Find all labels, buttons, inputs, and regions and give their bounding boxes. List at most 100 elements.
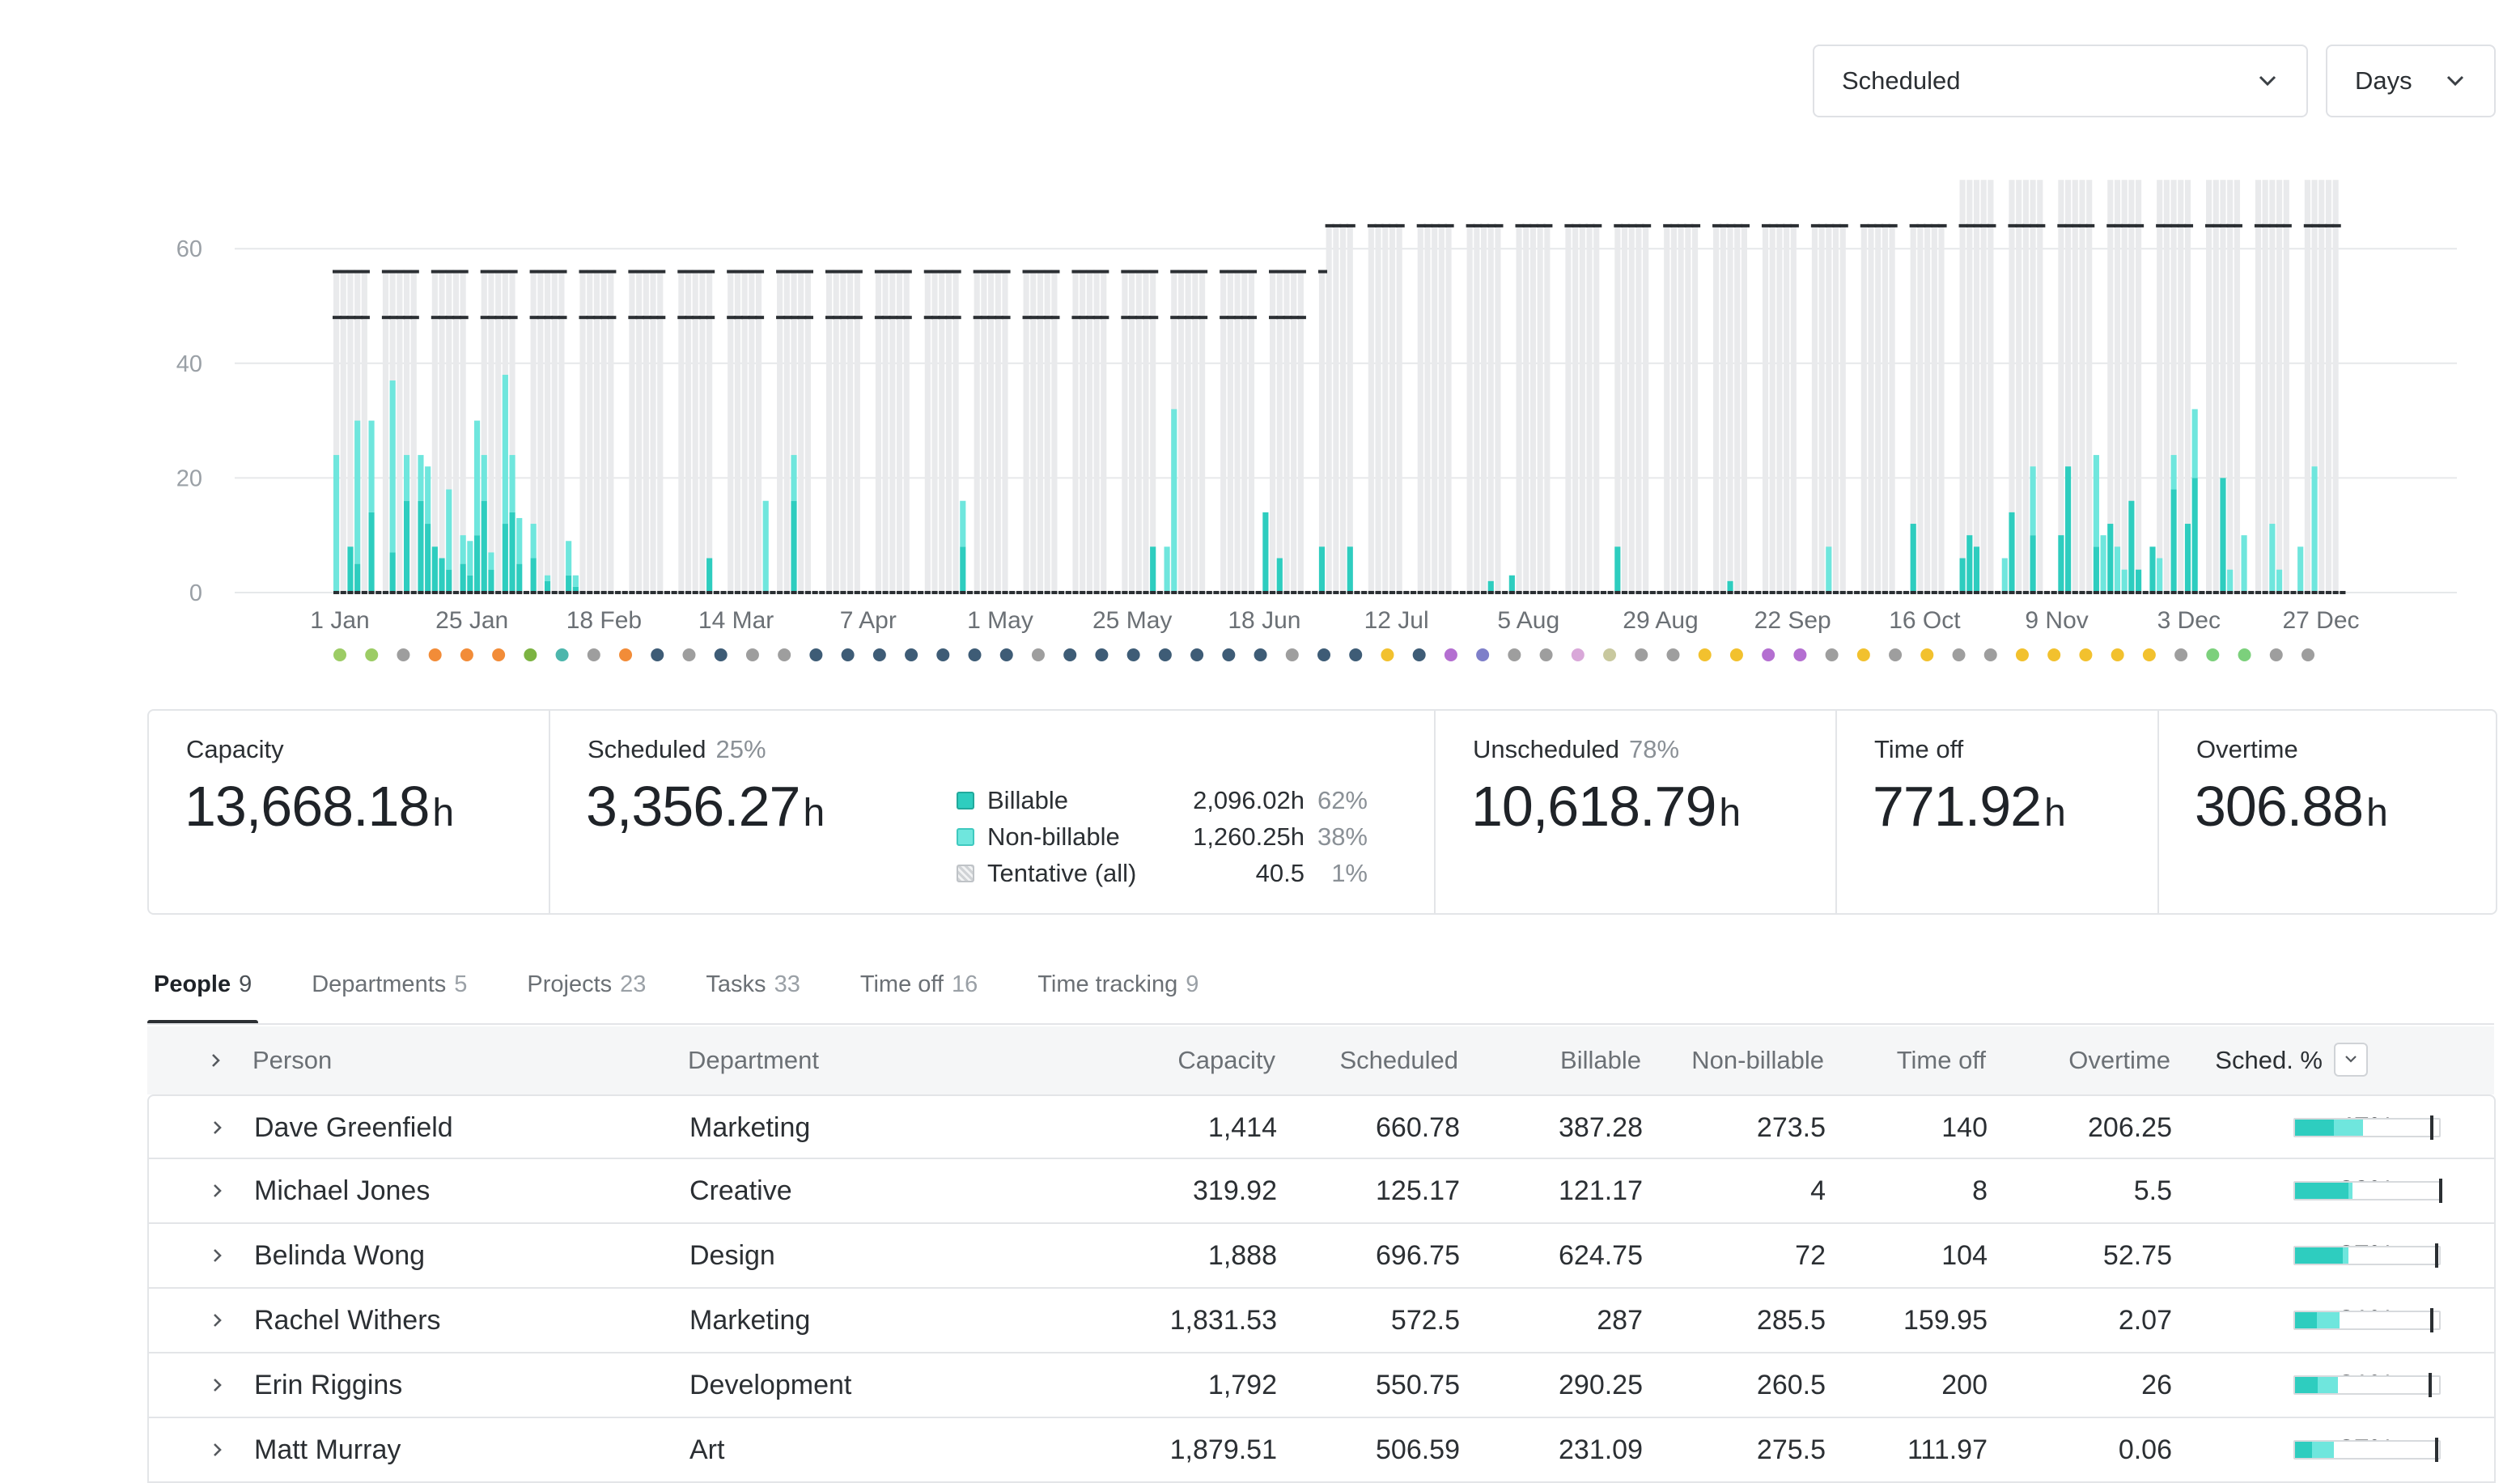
- table-row[interactable]: Michael Jones Creative 319.92 125.17 121.17 4…: [147, 1159, 2496, 1224]
- cell-person[interactable]: Belinda Wong: [254, 1240, 426, 1271]
- non-billable-fill: [2348, 1183, 2353, 1199]
- tab-people[interactable]: People 9: [147, 960, 259, 1025]
- zero-marker: [1459, 591, 1466, 594]
- chevron-right-icon[interactable]: [206, 1438, 230, 1462]
- cell-person[interactable]: Michael Jones: [254, 1175, 431, 1206]
- header-scheduled[interactable]: Scheduled: [1339, 1046, 1458, 1074]
- capacity-marker: [980, 316, 990, 320]
- timeline-dot: [2238, 648, 2251, 661]
- capacity-marker: [494, 270, 504, 274]
- zero-marker: [713, 591, 719, 594]
- header-capacity[interactable]: Capacity: [1177, 1046, 1275, 1074]
- zero-marker: [1318, 591, 1326, 594]
- tab-time-off[interactable]: Time off 16: [859, 971, 978, 997]
- header-sched-pct[interactable]: Sched. %: [2215, 1046, 2323, 1074]
- timeline-dot: [2047, 648, 2061, 661]
- capacity-marker: [543, 270, 554, 274]
- non-billable-bar: [2100, 535, 2106, 593]
- cell-person[interactable]: Matt Murray: [254, 1434, 401, 1465]
- zero-marker: [2248, 591, 2255, 594]
- table-row[interactable]: Matt Murray Art 1,879.51 506.59 231.09 275.5 1…: [147, 1418, 2496, 1483]
- capacity-bar: [1769, 225, 1775, 593]
- zero-marker: [1333, 591, 1339, 594]
- zero-marker: [1382, 591, 1389, 594]
- capacity-marker: [431, 270, 440, 274]
- header-person[interactable]: Person: [252, 1046, 333, 1074]
- zero-marker: [1340, 591, 1347, 594]
- capacity-marker: [537, 270, 546, 274]
- header-non-billable[interactable]: Non-billable: [1691, 1046, 1824, 1074]
- chevron-right-icon[interactable]: [206, 1373, 230, 1397]
- timeline-dot: [1476, 648, 1490, 661]
- zero-marker: [1508, 591, 1515, 594]
- cell-person[interactable]: Rachel Withers: [254, 1305, 441, 1336]
- expand-all-icon[interactable]: [204, 1048, 228, 1073]
- capacity-bar: [1910, 225, 1916, 593]
- table-row[interactable]: Erin Riggins Development 1,792 550.75 290.25…: [147, 1353, 2496, 1418]
- tabs-divider: [147, 1023, 2494, 1025]
- sort-dropdown-button[interactable]: [2334, 1043, 2368, 1077]
- x-tick-label: 22 Sep: [1754, 607, 1831, 634]
- tab-departments[interactable]: Departments 5: [312, 971, 468, 997]
- table-row[interactable]: Belinda Wong Design 1,888 696.75 624.75 72 104…: [147, 1224, 2496, 1289]
- capacity-bar: [397, 271, 403, 593]
- table-row[interactable]: Rachel Withers Marketing 1,831.53 572.5 287 2…: [147, 1289, 2496, 1353]
- zero-marker: [1572, 591, 1579, 594]
- billable-bar: [2220, 478, 2226, 593]
- chevron-right-icon[interactable]: [206, 1179, 230, 1203]
- capacity-bar: [2220, 180, 2226, 593]
- capacity-marker: [776, 316, 786, 320]
- capacity-marker: [607, 270, 617, 274]
- capacity-marker: [2439, 1179, 2442, 1203]
- header-department[interactable]: Department: [688, 1046, 819, 1074]
- zero-marker: [720, 591, 727, 594]
- cell-person[interactable]: Erin Riggins: [254, 1370, 403, 1400]
- zero-marker: [2037, 591, 2043, 594]
- capacity-bar: [1389, 225, 1396, 593]
- capacity-marker: [459, 316, 469, 320]
- y-tick-label: 20: [176, 465, 202, 491]
- tab-time-tracking[interactable]: Time tracking 9: [1037, 971, 1199, 997]
- billable-bar: [2093, 546, 2099, 593]
- billable-fill: [2295, 1183, 2348, 1199]
- view-select[interactable]: Scheduled: [1813, 45, 2308, 117]
- billable-bar: [572, 586, 579, 593]
- capacity-marker: [2156, 223, 2166, 227]
- report-tabs: People 9 Departments 5 Projects 23 Tasks 33 …: [147, 960, 1252, 1025]
- tab-tasks[interactable]: Tasks 33: [706, 971, 800, 997]
- capacity-marker: [783, 316, 792, 320]
- capacity-marker: [1627, 223, 1637, 227]
- capacity-bar: [1685, 225, 1691, 593]
- zero-marker: [2128, 591, 2135, 594]
- cell-billable: 290.25: [1559, 1370, 1643, 1400]
- capacity-marker: [1241, 270, 1250, 274]
- capacity-marker: [1614, 223, 1623, 227]
- capacity-marker: [1473, 223, 1483, 227]
- capacity-bar: [804, 271, 811, 593]
- period-select[interactable]: Days: [2326, 45, 2496, 117]
- capacity-marker: [402, 270, 413, 274]
- capacity-marker: [642, 316, 651, 320]
- capacity-bar: [1720, 225, 1726, 593]
- capacity-bar: [840, 271, 846, 593]
- capacity-marker: [1669, 223, 1680, 227]
- capacity-bar: [1382, 225, 1389, 593]
- header-billable[interactable]: Billable: [1560, 1046, 1641, 1074]
- chevron-right-icon[interactable]: [206, 1243, 230, 1268]
- capacity-bar: [537, 271, 544, 593]
- zero-marker: [2051, 591, 2057, 594]
- cell-person[interactable]: Dave Greenfield: [254, 1112, 453, 1143]
- zero-marker: [1093, 591, 1100, 594]
- timeline-dot: [1793, 648, 1807, 661]
- table-row[interactable]: Dave Greenfield Marketing 1,414 660.78 387.2…: [147, 1094, 2496, 1159]
- zero-marker: [868, 591, 875, 594]
- header-time-off[interactable]: Time off: [1896, 1046, 1986, 1074]
- chevron-right-icon[interactable]: [206, 1308, 230, 1332]
- billable-fill: [2295, 1120, 2335, 1136]
- zero-marker: [2283, 591, 2289, 594]
- zero-marker: [375, 591, 382, 594]
- sched-progress-bar: [2293, 1375, 2441, 1395]
- header-overtime[interactable]: Overtime: [2068, 1046, 2170, 1074]
- chevron-right-icon[interactable]: [206, 1115, 230, 1140]
- tab-projects[interactable]: Projects 23: [527, 971, 647, 997]
